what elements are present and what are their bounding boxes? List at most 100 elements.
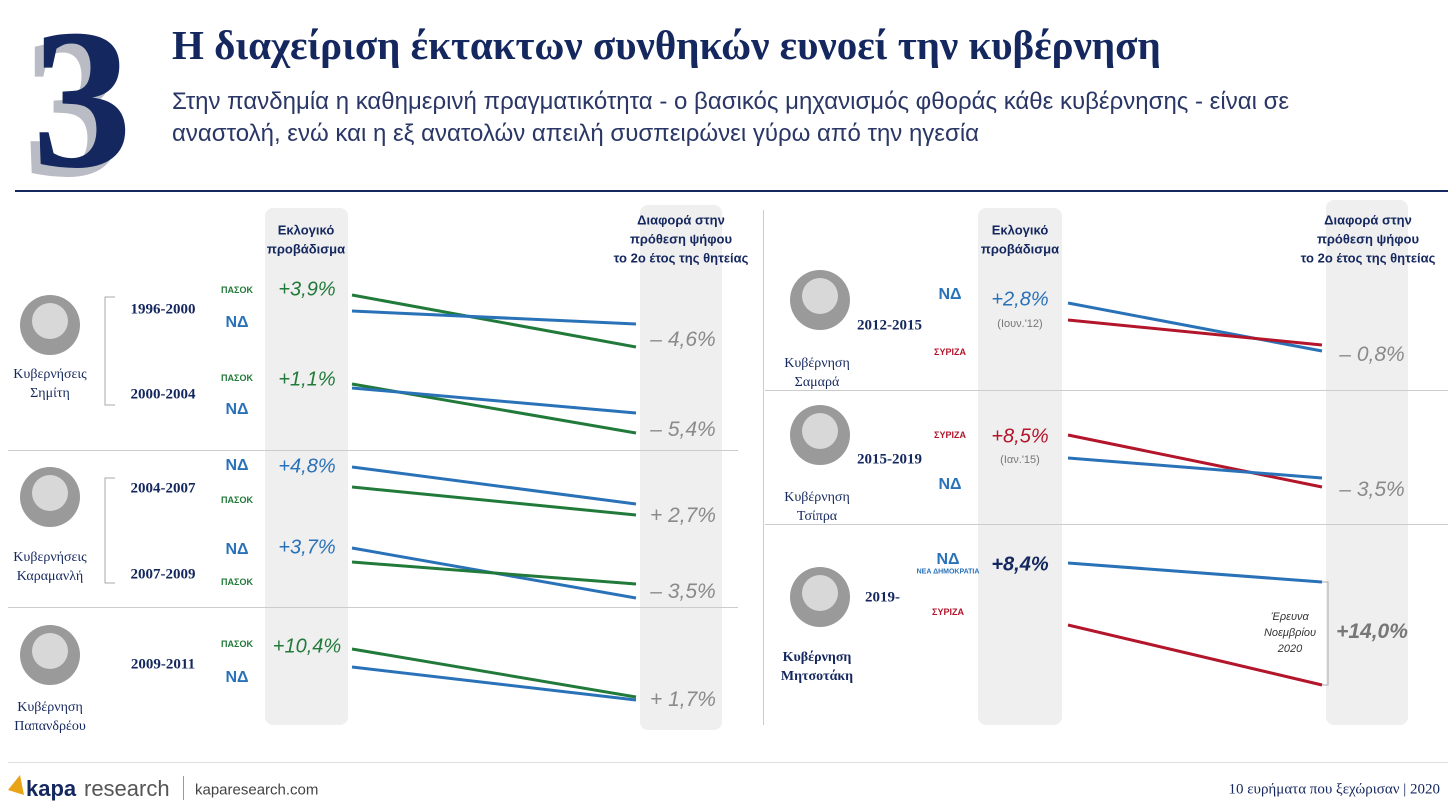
party-logo: ΣΥΡΙΖΑ bbox=[934, 347, 966, 357]
party-logo: ΝΔ bbox=[225, 457, 249, 474]
footer-rule bbox=[8, 762, 1448, 763]
slope-line bbox=[351, 485, 637, 517]
government-label: Κυβέρνηση bbox=[784, 490, 850, 505]
slope-line bbox=[351, 560, 637, 586]
diff-value: + 2,7% bbox=[650, 504, 716, 527]
subtitle: Στην πανδημία η καθημερινή πραγματικότητ… bbox=[172, 88, 1290, 115]
header-rule bbox=[15, 190, 1448, 192]
portrait-face bbox=[802, 278, 838, 314]
column-band bbox=[1326, 200, 1408, 725]
slope-line bbox=[351, 465, 637, 506]
party-logo: ΝΔ bbox=[225, 314, 249, 331]
column-header: προβάδισμα bbox=[980, 241, 1060, 257]
slope-line bbox=[351, 665, 637, 702]
diff-value: – 0,8% bbox=[1339, 343, 1405, 366]
portrait-face bbox=[32, 633, 68, 669]
slope-line bbox=[1067, 623, 1323, 687]
slope-line bbox=[1067, 433, 1323, 489]
party-logo-caption: ΝΕΑ ΔΗΜΟΚΡΑΤΙΑ bbox=[916, 568, 980, 576]
separator bbox=[8, 607, 738, 608]
party-logo: ΠΑΣΟΚ bbox=[221, 639, 253, 649]
footer-note: 10 ευρήματα που ξεχώρισαν | 2020 bbox=[1228, 781, 1440, 798]
slope-line bbox=[1067, 456, 1323, 480]
column-header: Διαφορά στην bbox=[637, 212, 725, 228]
lead-value: +2,8% bbox=[991, 288, 1049, 311]
column-header: πρόθεση ψήφου bbox=[629, 231, 733, 247]
portrait-face bbox=[32, 303, 68, 339]
bracket bbox=[104, 296, 115, 406]
column-band bbox=[640, 205, 722, 730]
lead-value: +1,1% bbox=[278, 368, 336, 391]
term-years: 2004-2007 bbox=[130, 480, 196, 497]
party-logo: ΝΔ bbox=[225, 669, 249, 686]
party-logo: ΝΔ bbox=[225, 401, 249, 418]
lead-value: +3,9% bbox=[278, 278, 336, 301]
term-years: 2007-2009 bbox=[130, 566, 196, 583]
lead-value: +4,8% bbox=[278, 455, 336, 478]
column-header: Διαφορά στην bbox=[1324, 212, 1412, 228]
government-label: Σαμαρά bbox=[794, 375, 840, 390]
government-label: Κυβερνήσεις bbox=[13, 367, 87, 382]
party-logo: ΝΔ bbox=[936, 551, 960, 568]
party-logo: ΝΔ bbox=[938, 286, 962, 303]
party-logo: ΝΔ bbox=[225, 541, 249, 558]
site: kaparesearch.com bbox=[195, 781, 319, 799]
divider bbox=[763, 210, 764, 725]
column-band bbox=[265, 208, 348, 725]
column-header: Εκλογικό bbox=[991, 222, 1049, 238]
slope-line bbox=[351, 386, 637, 415]
slope-line bbox=[1067, 318, 1323, 347]
brand: research bbox=[84, 776, 170, 801]
diff-note: Έρευνα bbox=[1271, 611, 1309, 623]
bracket bbox=[1320, 581, 1329, 686]
lead-note: (Ιαν.'15) bbox=[1000, 454, 1040, 466]
column-header: πρόθεση ψήφου bbox=[1316, 231, 1420, 247]
separator bbox=[765, 524, 1448, 525]
government-label: Μητσοτάκη bbox=[780, 669, 854, 684]
slope-line bbox=[351, 309, 637, 326]
bracket bbox=[104, 477, 115, 584]
party-logo: ΠΑΣΟΚ bbox=[221, 285, 253, 295]
diff-value: – 5,4% bbox=[650, 418, 716, 441]
column-header: Εκλογικό bbox=[277, 222, 335, 238]
term-years: 1996-2000 bbox=[130, 301, 196, 318]
diff-value: – 3,5% bbox=[650, 580, 716, 603]
subtitle: αναστολή, ενώ και η εξ ανατολών απειλή σ… bbox=[172, 120, 980, 147]
diff-value: – 4,6% bbox=[650, 328, 716, 351]
party-logo: ΠΑΣΟΚ bbox=[221, 577, 253, 587]
slope-line bbox=[1067, 301, 1323, 353]
diff-note: 2020 bbox=[1277, 643, 1303, 655]
portrait-face bbox=[802, 413, 838, 449]
lead-value: +8,4% bbox=[991, 553, 1049, 576]
term-years: 2000-2004 bbox=[130, 386, 196, 403]
term-years: 2015-2019 bbox=[857, 451, 922, 468]
term-years: 2012-2015 bbox=[857, 317, 922, 334]
lead-value: +3,7% bbox=[278, 536, 336, 559]
government-label: Καραμανλή bbox=[16, 569, 84, 584]
government-label: Τσίπρα bbox=[796, 509, 838, 524]
government-label: Παπανδρέου bbox=[14, 719, 86, 734]
column-header: το 2ο έτος της θητείας bbox=[1300, 250, 1436, 266]
brand: kapa bbox=[26, 776, 77, 801]
party-logo: ΣΥΡΙΖΑ bbox=[934, 430, 966, 440]
lead-note: (Ιουν.'12) bbox=[997, 318, 1043, 330]
diff-note: Νοεμβρίου bbox=[1263, 627, 1317, 639]
brand-icon bbox=[8, 775, 24, 795]
diff-value: +14,0% bbox=[1336, 620, 1408, 643]
party-logo: ΠΑΣΟΚ bbox=[221, 373, 253, 383]
slope-line bbox=[351, 647, 637, 699]
government-label: Σημίτη bbox=[30, 386, 70, 401]
term-years: 2019- bbox=[865, 589, 900, 606]
government-label: Κυβέρνηση bbox=[784, 356, 850, 371]
portrait-face bbox=[32, 475, 68, 511]
section-number: 3 bbox=[32, 0, 132, 210]
government-label: Κυβέρνηση bbox=[17, 700, 83, 715]
column-band bbox=[978, 208, 1062, 725]
column-header: το 2ο έτος της θητείας bbox=[613, 250, 749, 266]
slope-line bbox=[351, 293, 637, 349]
footer-sep bbox=[183, 776, 184, 800]
party-logo: ΣΥΡΙΖΑ bbox=[932, 607, 964, 617]
party-logo: ΠΑΣΟΚ bbox=[221, 495, 253, 505]
